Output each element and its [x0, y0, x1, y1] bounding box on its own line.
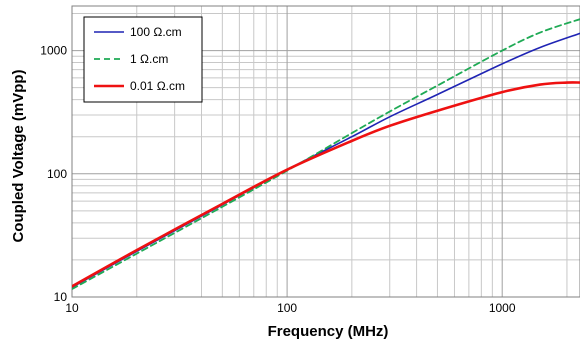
- legend-label-1: 100 Ω.cm: [130, 25, 182, 39]
- legend: 100 Ω.cm 1 Ω.cm 0.01 Ω.cm: [83, 16, 203, 103]
- x-tick-label: 100: [277, 301, 297, 315]
- plot-area-frame: [71, 5, 580, 298]
- y-tick-label: 10: [54, 290, 68, 304]
- series-line-2: [72, 18, 580, 290]
- x-tick-label: 1000: [489, 301, 516, 315]
- tick-labels: 10 100 1000 10 100 1000: [40, 44, 516, 315]
- legend-label-3: 0.01 Ω.cm: [130, 79, 185, 93]
- legend-box: [83, 16, 203, 103]
- x-axis-title: Frequency (MHz): [268, 323, 389, 340]
- legend-label-2: 1 Ω.cm: [130, 52, 168, 66]
- y-axis-title: Coupled Voltage (mVpp): [10, 69, 27, 242]
- y-tick-label: 100: [47, 167, 67, 181]
- x-tick-label: 10: [65, 301, 79, 315]
- series-lines: [72, 18, 580, 290]
- series-line-3: [72, 81, 580, 288]
- y-tick-label: 1000: [40, 44, 67, 58]
